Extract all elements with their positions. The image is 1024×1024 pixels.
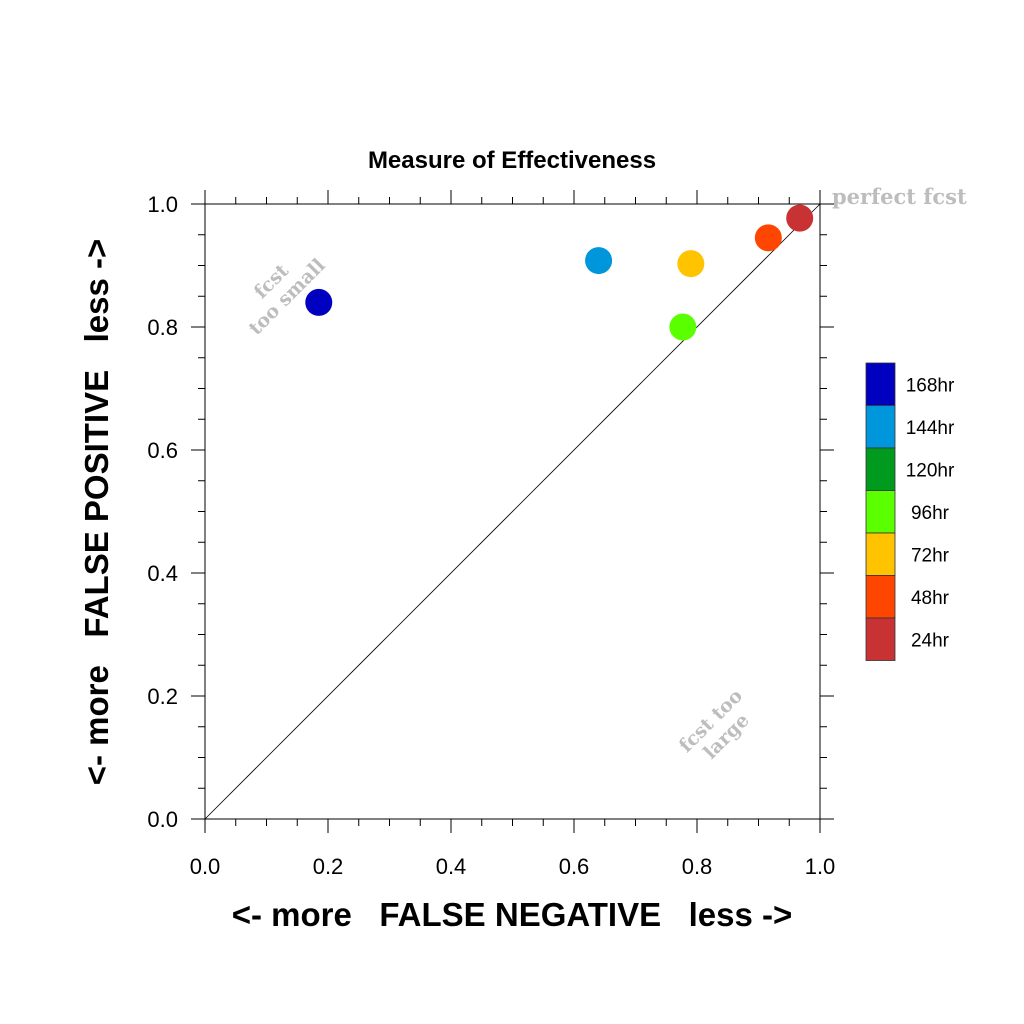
x-tick-label: 1.0	[805, 854, 836, 879]
y-tick-label: 1.0	[147, 192, 178, 217]
legend-label-48hr: 48hr	[911, 588, 950, 609]
data-point-96hr	[669, 313, 697, 341]
y-tick-label: 0.0	[147, 807, 178, 832]
annotation-perfect-fcst: perfect fcst	[832, 184, 967, 209]
plot-area: 0.0 0.2 0.4 0.6 0.8 1.0 0.0 0.2 0.4 0.6 0.8 1.0 per…	[147, 184, 967, 879]
y-tick-label: 0.2	[147, 684, 178, 709]
legend-label-120hr: 120hr	[906, 460, 955, 481]
x-tick-label: 0.0	[190, 854, 221, 879]
y-axis-label: <- more FALSE POSITIVE less ->	[78, 239, 115, 786]
legend-swatch-144hr	[865, 405, 896, 449]
y-tick-label: 0.4	[147, 561, 178, 586]
legend-swatch-120hr	[865, 447, 896, 491]
legend-label-96hr: 96hr	[911, 503, 950, 524]
data-point-48hr	[754, 224, 782, 252]
legend-swatch-168hr	[865, 362, 896, 406]
legend-swatch-48hr	[865, 575, 896, 619]
x-tick-label: 0.8	[682, 854, 713, 879]
data-point-24hr	[786, 204, 814, 232]
legend-label-168hr: 168hr	[906, 375, 955, 396]
tick-labels: 0.0 0.2 0.4 0.6 0.8 1.0 0.0 0.2 0.4 0.6 0.8 1.0	[147, 192, 835, 879]
chart-title: Measure of Effectiveness	[368, 147, 656, 174]
x-tick-label: 0.4	[436, 854, 467, 879]
legend: 168hr 144hr 120hr 96hr 72hr 48hr 24hr	[865, 362, 955, 661]
annotation-fcst-too-small: fcst too small	[245, 255, 330, 340]
annotation-fcst-too-large: fcst too large	[675, 685, 754, 764]
y-tick-label: 0.6	[147, 438, 178, 463]
legend-label-144hr: 144hr	[906, 418, 955, 439]
legend-label-72hr: 72hr	[911, 545, 950, 566]
axis-ticks	[191, 190, 834, 833]
data-points	[305, 204, 814, 341]
data-point-144hr	[585, 247, 613, 275]
legend-swatch-72hr	[865, 532, 896, 576]
y-tick-label: 0.8	[147, 315, 178, 340]
legend-swatch-96hr	[865, 490, 896, 534]
legend-label-24hr: 24hr	[911, 630, 950, 651]
x-tick-label: 0.6	[559, 854, 590, 879]
legend-swatch-24hr	[865, 617, 896, 661]
data-point-72hr	[677, 250, 705, 278]
data-point-168hr	[305, 288, 333, 316]
diagonal-reference-line	[204, 203, 821, 820]
x-axis-label: <- more FALSE NEGATIVE less ->	[232, 896, 793, 933]
x-tick-label: 0.2	[313, 854, 344, 879]
